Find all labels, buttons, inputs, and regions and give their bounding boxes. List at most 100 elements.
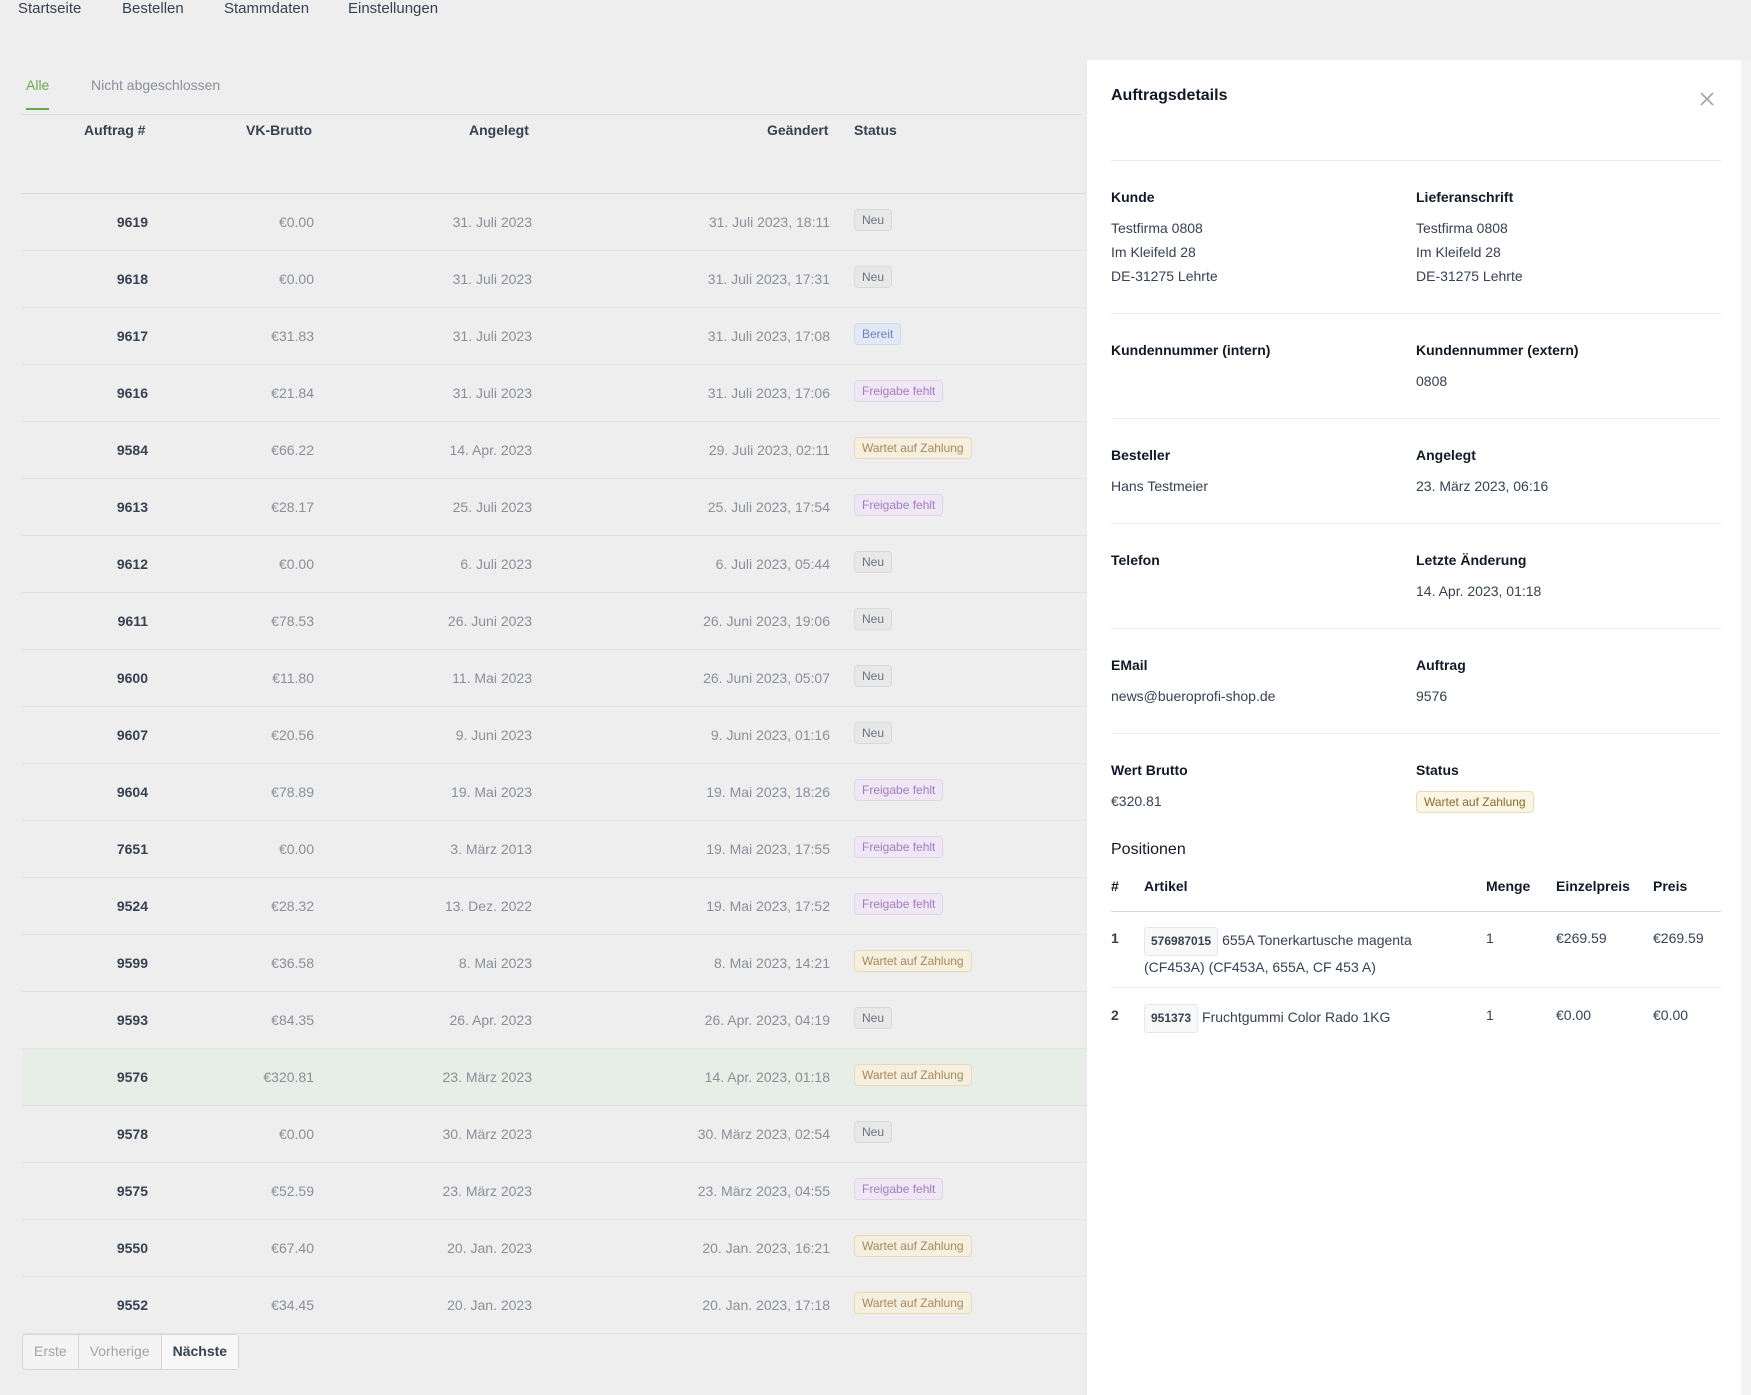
wert-brutto-value: €320.81 <box>1111 793 1162 809</box>
position-einzelpreis: €269.59 <box>1556 930 1607 946</box>
table-row[interactable]: 9584 €66.22 14. Apr. 2023 29. Juli 2023, 02… <box>22 422 1086 479</box>
status-badge: Freigabe fehlt <box>854 836 944 858</box>
position-artikel: 576987015 655A Tonerkartusche magenta (CF… <box>1144 927 1459 979</box>
changed-date-cell: 29. Juli 2023, 02:11 <box>708 442 830 458</box>
positionen-header-menge: Menge <box>1486 878 1531 894</box>
table-row[interactable]: 9600 €11.80 11. Mai 2023 26. Juni 2023, 05:… <box>22 650 1086 707</box>
position-name-line2: (CF453A) (CF453A, 655A, CF 453 A) <box>1144 959 1376 975</box>
column-header-geaendert[interactable]: Geändert <box>767 122 829 138</box>
positionen-header-artikel: Artikel <box>1144 878 1188 894</box>
status-badge: Freigabe fehlt <box>854 494 944 516</box>
panel-scrollbar[interactable] <box>1741 60 1751 1395</box>
created-date-cell: 26. Juni 2023 <box>447 613 532 629</box>
vk-brutto-cell: €78.89 <box>271 784 314 800</box>
order-number-cell: 7651 <box>116 841 148 857</box>
telefon-label: Telefon <box>1111 552 1160 568</box>
status-badge: Freigabe fehlt <box>854 380 944 402</box>
nav-stammdaten[interactable]: Stammdaten <box>224 0 310 17</box>
lieferanschrift-label: Lieferanschrift <box>1416 189 1514 205</box>
angelegt-value: 23. März 2023, 06:16 <box>1416 478 1549 494</box>
created-date-cell: 19. Mai 2023 <box>451 784 532 800</box>
created-date-cell: 11. Mai 2023 <box>452 670 532 686</box>
order-details-panel: Auftragsdetails Kunde Testfirma 0808 Im … <box>1086 60 1742 1395</box>
status-badge: Neu <box>854 1121 893 1143</box>
position-nr: 2 <box>1111 1007 1119 1023</box>
divider <box>1111 160 1721 161</box>
table-row[interactable]: 9607 €20.56 9. Juni 2023 9. Juni 2023, 01:1… <box>22 707 1086 764</box>
nav-bestellen[interactable]: Bestellen <box>122 0 184 17</box>
position-artikel: 951373 Fruchtgummi Color Rado 1KG <box>1144 1004 1459 1033</box>
table-row[interactable]: 9619 €0.00 31. Juli 2023 31. Juli 2023, 18:… <box>22 194 1086 251</box>
pagination-first-button[interactable]: Erste <box>23 1335 79 1369</box>
top-navigation: Startseite Bestellen Stammdaten Einstell… <box>0 0 1751 61</box>
table-row[interactable]: 9617 €31.83 31. Juli 2023 31. Juli 2023, 17… <box>22 308 1086 365</box>
table-header-divider <box>22 193 1086 194</box>
status-badge: Wartet auf Zahlung <box>1416 791 1534 813</box>
nav-einstellungen[interactable]: Einstellungen <box>348 0 439 17</box>
vk-brutto-cell: €0.00 <box>278 271 314 287</box>
changed-date-cell: 31. Juli 2023, 17:08 <box>707 328 830 344</box>
kunde-line: Im Kleifeld 28 <box>1111 244 1196 260</box>
divider <box>1111 523 1721 524</box>
divider <box>1111 733 1721 734</box>
column-header-status[interactable]: Status <box>854 122 897 138</box>
status-badge: Neu <box>854 1007 893 1029</box>
created-date-cell: 23. März 2023 <box>442 1069 533 1085</box>
pagination-next-button[interactable]: Nächste <box>161 1335 239 1369</box>
email-value: news@bueroprofi-shop.de <box>1111 688 1276 704</box>
vk-brutto-cell: €11.80 <box>272 670 314 686</box>
table-row[interactable]: 7651 €0.00 3. März 2013 19. Mai 2023, 17:55… <box>22 821 1086 878</box>
close-icon[interactable] <box>1698 90 1716 108</box>
position-preis: €269.59 <box>1653 930 1704 946</box>
table-row[interactable]: 9524 €28.32 13. Dez. 2022 19. Mai 2023, 17:… <box>22 878 1086 935</box>
kunde-address: Testfirma 0808 Im Kleifeld 28 DE-31275 L… <box>1111 216 1218 288</box>
status-badge: Wartet auf Zahlung <box>854 950 972 972</box>
pagination-previous-button[interactable]: Vorherige <box>79 1335 162 1369</box>
table-row[interactable]: 9576 €320.81 23. März 2023 14. Apr. 2023, 0… <box>22 1049 1086 1106</box>
changed-date-cell: 20. Jan. 2023, 17:18 <box>702 1297 830 1313</box>
created-date-cell: 6. Juli 2023 <box>460 556 532 572</box>
order-number-cell: 9524 <box>116 898 148 914</box>
tab-nicht-abgeschlossen[interactable]: Nicht abgeschlossen <box>91 77 221 93</box>
orders-table-body: 9619 €0.00 31. Juli 2023 31. Juli 2023, 18:… <box>22 194 1086 1334</box>
divider <box>1111 313 1721 314</box>
created-date-cell: 20. Jan. 2023 <box>447 1240 532 1256</box>
vk-brutto-cell: €34.45 <box>271 1297 314 1313</box>
changed-date-cell: 20. Jan. 2023, 16:21 <box>702 1240 830 1256</box>
vk-brutto-cell: €0.00 <box>278 556 314 572</box>
column-header-vk-brutto[interactable]: VK-Brutto <box>246 122 313 138</box>
changed-date-cell: 26. Juni 2023, 05:07 <box>703 670 830 686</box>
lieferanschrift-line: Testfirma 0808 <box>1416 220 1508 236</box>
status-badge: Neu <box>854 551 893 573</box>
tab-alle[interactable]: Alle <box>26 77 50 110</box>
table-row[interactable]: 9550 €67.40 20. Jan. 2023 20. Jan. 2023, 16… <box>22 1220 1086 1277</box>
changed-date-cell: 31. Juli 2023, 18:11 <box>708 214 830 230</box>
pagination: Erste Vorherige Nächste <box>22 1334 240 1370</box>
table-row[interactable]: 9613 €28.17 25. Juli 2023 25. Juli 2023, 17… <box>22 479 1086 536</box>
table-row[interactable]: 9612 €0.00 6. Juli 2023 6. Juli 2023, 05:44… <box>22 536 1086 593</box>
status-badge: Neu <box>854 665 893 687</box>
status-badge: Wartet auf Zahlung <box>854 1235 972 1257</box>
table-row[interactable]: 9578 €0.00 30. März 2023 30. März 2023, 02:… <box>22 1106 1086 1163</box>
order-number-cell: 9607 <box>116 727 148 743</box>
column-header-auftrag[interactable]: Auftrag # <box>84 122 146 138</box>
table-row[interactable]: 9604 €78.89 19. Mai 2023 19. Mai 2023, 18:2… <box>22 764 1086 821</box>
changed-date-cell: 19. Mai 2023, 17:55 <box>706 841 830 857</box>
table-row[interactable]: 9599 €36.58 8. Mai 2023 8. Mai 2023, 14:21 W… <box>22 935 1086 992</box>
vk-brutto-cell: €28.17 <box>271 499 314 515</box>
changed-date-cell: 6. Juli 2023, 05:44 <box>715 556 830 572</box>
table-row[interactable]: 9616 €21.84 31. Juli 2023 31. Juli 2023, 17… <box>22 365 1086 422</box>
nav-startseite[interactable]: Startseite <box>18 0 82 17</box>
table-row[interactable]: 9593 €84.35 26. Apr. 2023 26. Apr. 2023, 04… <box>22 992 1086 1049</box>
table-row[interactable]: 9611 €78.53 26. Juni 2023 26. Juni 2023, 19… <box>22 593 1086 650</box>
order-number-cell: 9618 <box>116 271 148 287</box>
order-number-cell: 9550 <box>116 1240 148 1256</box>
table-row[interactable]: 9618 €0.00 31. Juli 2023 31. Juli 2023, 17:… <box>22 251 1086 308</box>
changed-date-cell: 26. Apr. 2023, 04:19 <box>704 1012 830 1028</box>
kunde-line: DE-31275 Lehrte <box>1111 268 1218 284</box>
table-row[interactable]: 9552 €34.45 20. Jan. 2023 20. Jan. 2023, 17… <box>22 1277 1086 1334</box>
column-header-angelegt[interactable]: Angelegt <box>469 122 529 138</box>
vk-brutto-cell: €78.53 <box>271 613 314 629</box>
table-row[interactable]: 9575 €52.59 23. März 2023 23. März 2023, 04… <box>22 1163 1086 1220</box>
changed-date-cell: 31. Juli 2023, 17:06 <box>707 385 830 401</box>
